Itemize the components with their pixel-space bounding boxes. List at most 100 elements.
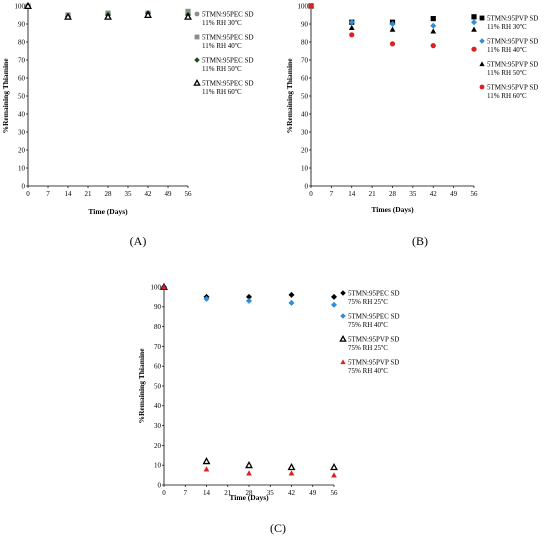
legend-label-s2-line2: 11% RH 40ºC (202, 42, 242, 50)
y-axis-title: %Remaining Thiamine (137, 348, 146, 424)
legend-label-s4-line2: 11% RH 60ºC (487, 92, 527, 100)
data-point-s1 (331, 293, 337, 300)
x-tick-label: 35 (267, 489, 275, 497)
data-point-s4 (161, 284, 167, 290)
data-point-s4 (308, 3, 314, 9)
x-tick-label: 28 (246, 489, 254, 497)
x-tick-label: 21 (85, 190, 93, 198)
data-point-s2 (185, 8, 191, 14)
legend-label-s3: 5TMN:95PEC SD (202, 57, 254, 65)
data-point-s1 (288, 291, 295, 298)
legend-marker-s4 (193, 79, 201, 86)
x-tick-label: 7 (184, 489, 188, 497)
legend-label-s2: 5TMN:95PEC SD (202, 34, 254, 42)
data-point-s4 (184, 12, 192, 20)
y-tick-label: 40 (18, 110, 26, 118)
legend-marker-s3 (479, 61, 485, 67)
legend-marker-s1 (340, 290, 346, 296)
legend-label-s2-line2: 75% RH 40ºC (348, 321, 388, 329)
legend-marker-s4 (340, 359, 346, 365)
y-tick-label: 80 (154, 323, 162, 331)
y-tick-label: 30 (18, 128, 26, 136)
x-tick-label: 7 (46, 190, 50, 198)
chart-panel-c: 0 10 20 30 40 50 60 70 80 90 100 0 7 14 21 28 35 42 49 56 Ti… (137, 282, 400, 502)
legend-marker-s2 (479, 38, 485, 44)
x-tick-label: 21 (224, 489, 232, 497)
legend-label-s3-line2: 75% RH 25ºC (348, 344, 388, 352)
data-point-s2 (471, 19, 477, 26)
data-point-s2 (389, 21, 396, 27)
y-tick-label: 50 (301, 92, 309, 100)
legend-label-s1-line2: 11% RH 30ºC (202, 19, 242, 27)
y-tick-label: 50 (154, 382, 162, 390)
y-tick-label: 40 (301, 110, 309, 118)
x-tick-label: 28 (105, 190, 113, 198)
legend-label-s4: 5TMN:95PVP SD (487, 84, 538, 92)
data-point-s2 (430, 22, 437, 29)
panel-label-c: (C) (270, 521, 286, 535)
legend-label-s1: 5TMN:95PEC SD (202, 11, 254, 19)
legend-marker-s1 (194, 11, 200, 17)
x-tick-label: 21 (369, 190, 377, 198)
chart-panel-a: 0 10 20 30 40 50 60 70 80 90 100 0 7 14 21 28 35 42 49 56 Ti… (1, 1, 254, 216)
y-tick-label: 40 (154, 402, 162, 410)
legend-label-s2-line2: 11% RH 40ºC (487, 46, 527, 54)
y-tick-label: 20 (18, 146, 26, 154)
y-tick-label: 30 (301, 128, 309, 136)
y-tick-label: 60 (301, 74, 309, 82)
legend-label-s2: 5TMN:95PEC SD (348, 313, 400, 321)
x-axis-title: Times (Days) (371, 205, 414, 214)
legend-marker-s3 (339, 335, 347, 342)
y-axis-title: %Remaining Thiamine (285, 58, 294, 134)
data-point-s4 (104, 12, 112, 20)
x-tick-label: 35 (125, 190, 133, 198)
legend-label-s3: 5TMN:95PVP SD (348, 336, 399, 344)
x-tick-label: 49 (309, 489, 317, 497)
data-point-s4 (349, 32, 355, 38)
data-point-s4 (24, 1, 32, 9)
legend-marker-s3 (194, 57, 200, 63)
data-point-s2 (348, 19, 355, 26)
data-point-s4 (288, 470, 295, 476)
data-point-s4 (389, 41, 396, 47)
x-tick-label: 7 (330, 190, 334, 198)
x-tick-label: 49 (165, 190, 173, 198)
panel-label-a: (A) (130, 234, 147, 248)
x-axis-title: Time (Days) (229, 493, 269, 502)
legend-label-s2: 5TMN:95PVP SD (487, 38, 538, 46)
y-tick-label: 70 (18, 56, 26, 64)
data-point-s1 (246, 293, 252, 300)
data-point-s3 (245, 460, 253, 469)
data-point-s3 (471, 26, 477, 32)
legend-label-s1: 5TMN:95PVP SD (487, 15, 538, 23)
y-tick-label: 0 (158, 481, 162, 489)
y-axis-title: %Remaining Thiamine (1, 58, 10, 134)
data-point-s4 (144, 10, 152, 18)
legend-label-s3-line2: 11% RH 50ºC (202, 65, 242, 73)
y-tick-label: 100 (298, 2, 309, 10)
y-tick-label: 90 (154, 303, 162, 311)
x-tick-label: 42 (288, 489, 296, 497)
legend-marker-s2 (340, 313, 346, 319)
legend-label-s3: 5TMN:95PVP SD (487, 61, 538, 69)
x-tick-label: 14 (348, 190, 356, 198)
legend-marker-s4 (479, 84, 485, 90)
y-tick-label: 10 (154, 462, 162, 470)
y-tick-label: 70 (154, 343, 162, 351)
x-tick-label: 35 (409, 190, 417, 198)
x-tick-label: 56 (471, 190, 479, 198)
legend-label-s4: 5TMN:95PEC SD (202, 80, 254, 88)
data-point-s3 (202, 457, 211, 465)
x-tick-label: 56 (331, 489, 339, 497)
legend-marker-s2 (194, 34, 200, 40)
legend-label-s4: 5TMN:95PVP SD (348, 359, 399, 367)
data-point-s2 (203, 295, 210, 302)
y-tick-label: 0 (22, 182, 26, 190)
y-tick-label: 60 (154, 363, 162, 371)
y-tick-label: 80 (18, 38, 26, 46)
data-point-s3 (348, 24, 355, 30)
x-tick-label: 0 (26, 190, 30, 198)
data-point-s4 (64, 12, 72, 20)
x-tick-label: 49 (450, 190, 458, 198)
y-tick-label: 20 (154, 442, 162, 450)
